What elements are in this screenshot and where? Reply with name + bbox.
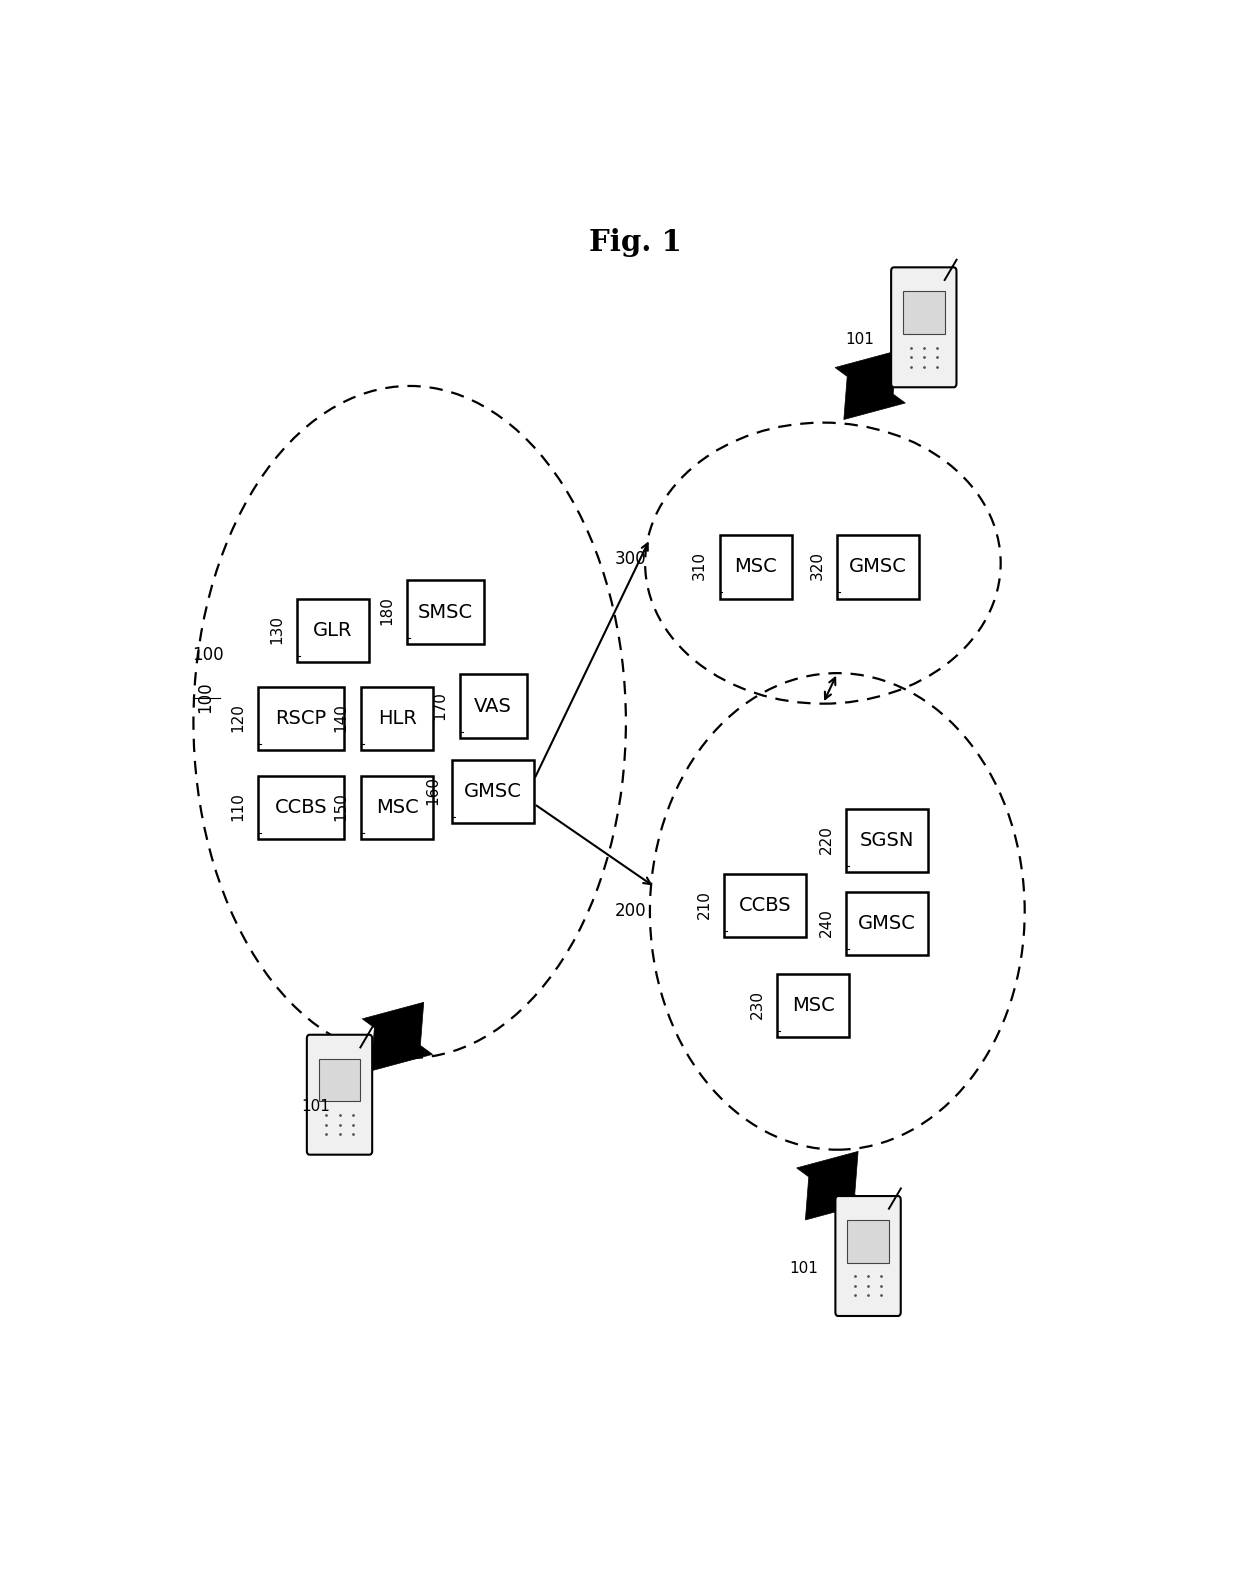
Text: 101: 101 [301, 1100, 330, 1114]
FancyBboxPatch shape [719, 535, 791, 598]
Text: GMSC: GMSC [858, 914, 916, 933]
Text: 210: 210 [697, 890, 712, 919]
Text: 200: 200 [615, 903, 646, 920]
Text: 120: 120 [231, 703, 246, 732]
Text: 110: 110 [231, 792, 246, 820]
FancyBboxPatch shape [903, 292, 945, 333]
Text: CCBS: CCBS [275, 798, 327, 817]
Text: 150: 150 [334, 792, 348, 820]
FancyBboxPatch shape [847, 1220, 889, 1263]
Text: MSC: MSC [734, 557, 777, 576]
FancyBboxPatch shape [847, 892, 928, 955]
Text: MSC: MSC [376, 798, 419, 817]
FancyBboxPatch shape [407, 581, 484, 644]
FancyBboxPatch shape [319, 1059, 361, 1101]
FancyBboxPatch shape [460, 674, 527, 738]
Text: CCBS: CCBS [739, 895, 791, 914]
Text: 101: 101 [844, 332, 874, 348]
Text: 140: 140 [334, 703, 348, 732]
FancyBboxPatch shape [847, 809, 928, 873]
FancyBboxPatch shape [258, 687, 345, 751]
FancyBboxPatch shape [777, 974, 849, 1038]
Text: SGSN: SGSN [861, 832, 914, 851]
Text: 230: 230 [750, 990, 765, 1019]
Text: 300: 300 [615, 551, 646, 568]
Text: MSC: MSC [792, 997, 835, 1016]
Text: GMSC: GMSC [848, 557, 906, 576]
Polygon shape [796, 1152, 867, 1220]
FancyBboxPatch shape [296, 598, 368, 662]
Text: 100: 100 [192, 646, 223, 663]
Text: 320: 320 [810, 551, 825, 581]
FancyBboxPatch shape [836, 1197, 900, 1316]
Text: GLR: GLR [312, 621, 352, 640]
Text: 170: 170 [433, 690, 448, 719]
Text: RSCP: RSCP [275, 709, 326, 728]
Text: 240: 240 [818, 908, 835, 936]
FancyBboxPatch shape [306, 1035, 372, 1155]
Text: 130: 130 [269, 614, 284, 644]
Text: HLR: HLR [378, 709, 417, 728]
Text: 160: 160 [425, 776, 440, 805]
FancyBboxPatch shape [837, 535, 919, 598]
Text: 180: 180 [379, 597, 394, 625]
FancyBboxPatch shape [258, 776, 345, 840]
FancyBboxPatch shape [361, 776, 433, 840]
Text: 220: 220 [818, 825, 835, 854]
Text: Fig. 1: Fig. 1 [589, 229, 682, 257]
Text: VAS: VAS [475, 697, 512, 716]
Text: GMSC: GMSC [464, 782, 522, 801]
Text: 101: 101 [789, 1260, 818, 1276]
FancyBboxPatch shape [892, 267, 956, 387]
FancyBboxPatch shape [724, 873, 806, 936]
Text: SMSC: SMSC [418, 603, 472, 622]
FancyBboxPatch shape [361, 687, 433, 751]
Polygon shape [362, 1003, 433, 1071]
Text: 310: 310 [692, 551, 707, 581]
FancyBboxPatch shape [453, 760, 534, 824]
Text: 100: 100 [196, 682, 215, 714]
Polygon shape [835, 351, 905, 419]
